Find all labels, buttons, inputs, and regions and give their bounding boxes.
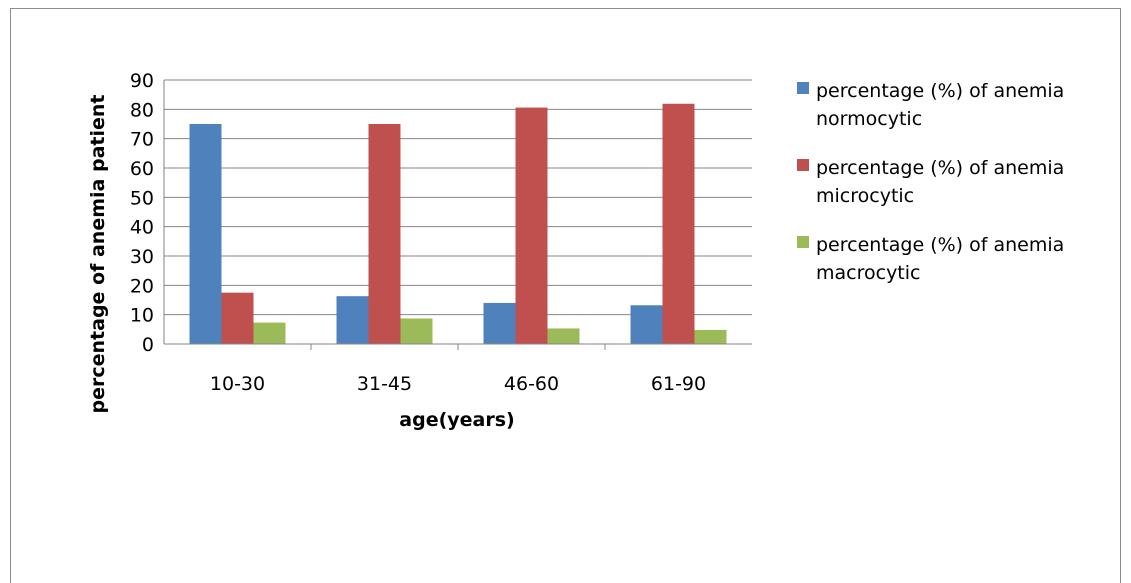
bar xyxy=(221,292,254,344)
legend-entry-line: percentage (%) of anemia xyxy=(816,157,1064,179)
bars xyxy=(189,103,727,344)
legend-entry: percentage (%) of anemia normocytic xyxy=(816,80,1064,130)
bar xyxy=(630,305,663,344)
bar xyxy=(368,124,401,344)
y-axis-title: percentage of anemia patient xyxy=(87,95,109,414)
gridlines xyxy=(164,79,752,316)
tick-labels: 0 10 20 30 40 50 60 70 80 90 10-30 31-45 46-60 61-90 xyxy=(130,70,706,395)
y-tick-label: 70 xyxy=(130,129,154,151)
y-tick-label: 10 xyxy=(130,305,154,327)
y-tick-label: 40 xyxy=(130,217,154,239)
x-tick-label: 31-45 xyxy=(357,373,412,395)
bar xyxy=(515,107,548,344)
bar xyxy=(662,103,695,344)
legend-entry-line: normocytic xyxy=(816,108,922,130)
bar xyxy=(336,296,369,344)
legend-swatch xyxy=(797,159,809,171)
x-tick-label: 46-60 xyxy=(504,373,559,395)
legend-swatch xyxy=(797,236,809,248)
y-tick-label: 50 xyxy=(130,187,154,209)
legend-entry-line: percentage (%) of anemia xyxy=(816,234,1064,256)
legend-entry-line: percentage (%) of anemia xyxy=(816,80,1064,102)
x-tick-label: 10-30 xyxy=(210,373,265,395)
y-tick-label: 20 xyxy=(130,275,154,297)
y-tick-label: 60 xyxy=(130,158,154,180)
legend-entry: percentage (%) of anemia macrocytic xyxy=(816,234,1064,284)
y-tick-label: 80 xyxy=(130,99,154,121)
x-tick-label: 61-90 xyxy=(651,373,706,395)
bar xyxy=(483,302,516,344)
y-tick-label: 0 xyxy=(142,334,154,356)
bar xyxy=(189,124,222,344)
x-axis-title: age(years) xyxy=(399,409,514,431)
y-tick-label: 30 xyxy=(130,246,154,268)
legend-entry-line: macrocytic xyxy=(816,262,920,284)
legend-entry-line: microcytic xyxy=(816,185,914,207)
bar xyxy=(694,329,727,344)
y-tick-label: 90 xyxy=(130,70,154,92)
axes xyxy=(163,80,752,350)
bar xyxy=(400,318,433,344)
bar xyxy=(253,322,286,344)
legend: percentage (%) of anemia normocyticpercen… xyxy=(797,80,1064,284)
bar xyxy=(547,328,580,344)
legend-entry: percentage (%) of anemia microcytic xyxy=(816,157,1064,207)
legend-swatch xyxy=(797,82,809,94)
